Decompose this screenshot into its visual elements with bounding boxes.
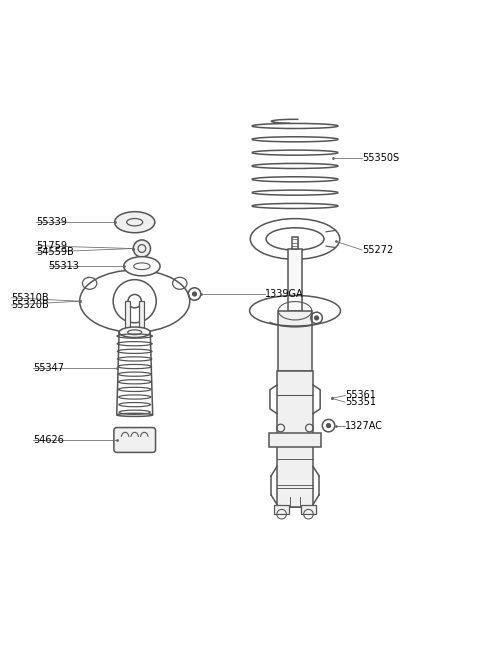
Ellipse shape <box>124 257 160 276</box>
Bar <box>301 504 316 514</box>
Bar <box>125 301 130 330</box>
Text: 55351: 55351 <box>345 397 376 407</box>
Text: 55313: 55313 <box>48 261 79 271</box>
Bar <box>288 248 302 310</box>
Text: 51759: 51759 <box>36 240 67 251</box>
Text: 1327AC: 1327AC <box>345 421 384 430</box>
Bar <box>277 371 313 440</box>
FancyBboxPatch shape <box>114 428 156 453</box>
Circle shape <box>133 240 151 257</box>
Ellipse shape <box>115 212 155 233</box>
Text: 1339GA: 1339GA <box>265 289 303 299</box>
Text: 54626: 54626 <box>33 435 64 445</box>
Bar <box>140 301 144 330</box>
Text: 55320B: 55320B <box>11 300 49 310</box>
Bar <box>292 236 299 248</box>
Bar <box>269 433 322 447</box>
Circle shape <box>326 424 330 428</box>
Bar <box>278 310 312 371</box>
Text: 55310B: 55310B <box>11 293 49 303</box>
Ellipse shape <box>119 327 150 337</box>
Text: 55361: 55361 <box>345 390 376 400</box>
Circle shape <box>315 316 319 320</box>
Circle shape <box>192 292 196 296</box>
Text: 54559B: 54559B <box>36 248 74 257</box>
Bar <box>277 440 313 507</box>
Text: 55350S: 55350S <box>362 153 399 162</box>
Text: 55272: 55272 <box>362 245 393 255</box>
Text: 55347: 55347 <box>33 363 64 373</box>
Text: 55339: 55339 <box>36 217 67 227</box>
Bar <box>274 504 289 514</box>
